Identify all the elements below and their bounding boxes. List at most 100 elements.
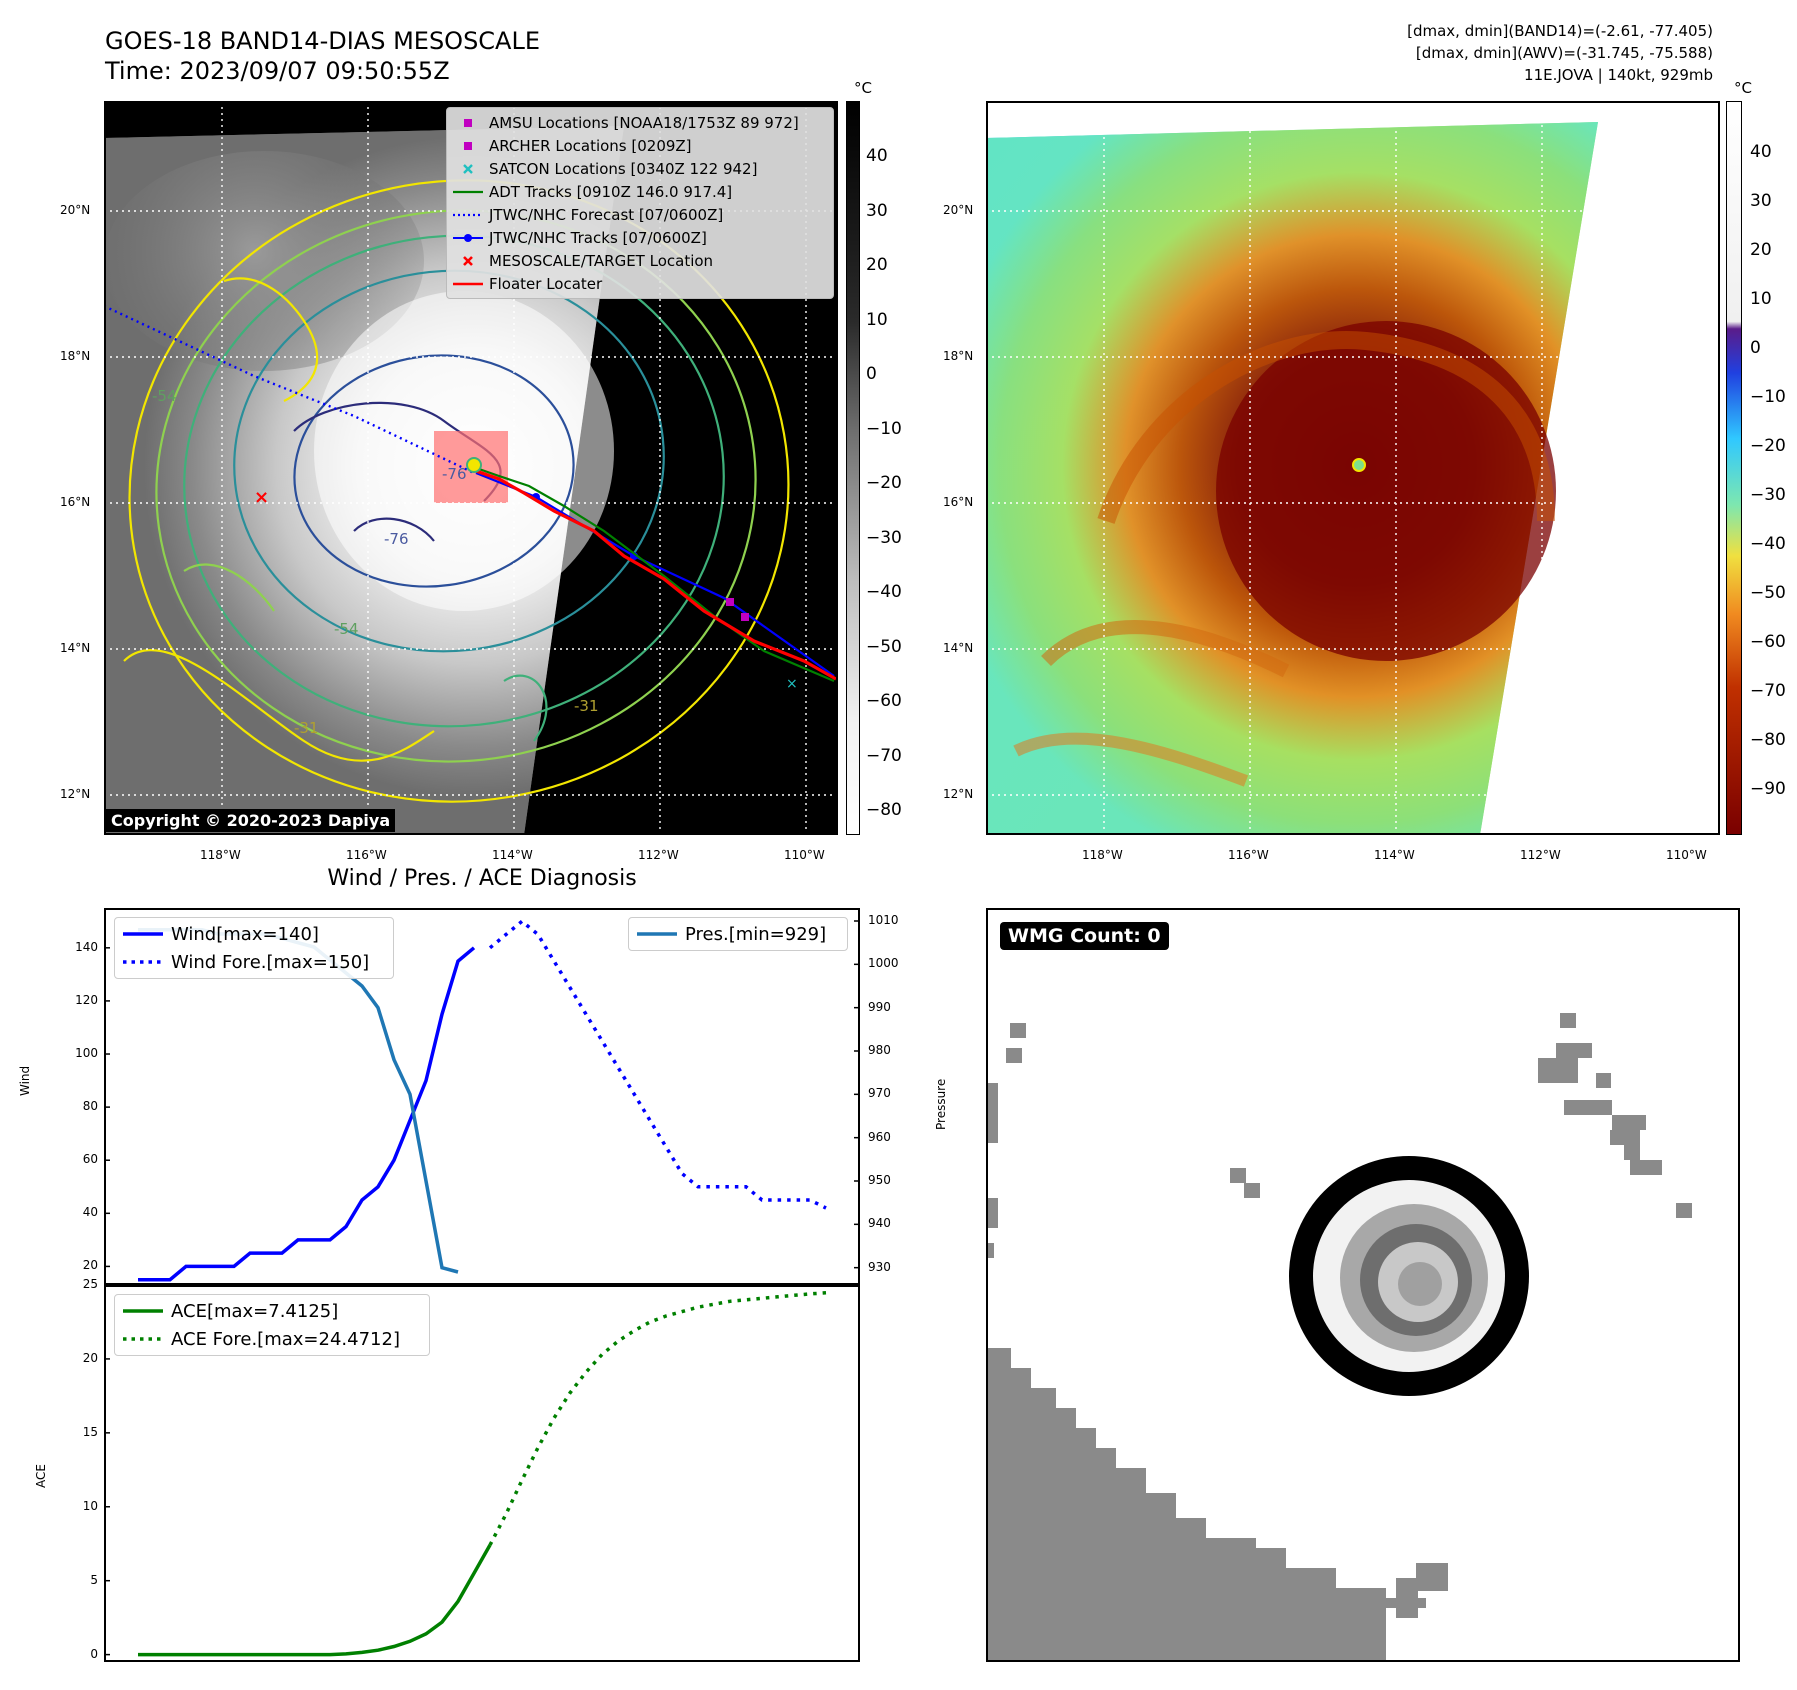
legend-item-pressure: Pres.[min=929]	[637, 923, 827, 945]
lat-tick: 12°N	[943, 787, 974, 801]
target-location-marker: ×	[254, 487, 269, 508]
legend-item-satcon: SATCON Locations [0340Z 122 942]	[447, 157, 833, 180]
pressure-axis-tick: 970	[868, 1086, 891, 1101]
band14-colorbar	[846, 101, 860, 835]
pressure-axis-label: Pressure	[934, 1078, 948, 1130]
wind-pressure-chart-frame	[104, 908, 860, 1285]
legend-item-tracks: JTWC/NHC Tracks [07/0600Z]	[447, 226, 833, 249]
copyright-label: Copyright © 2020-2023 Dapiya	[106, 809, 396, 832]
awv-map-image	[986, 101, 1720, 835]
wmg-panel: WMG Count: 0	[986, 908, 1740, 1662]
lon-tick: 114°W	[492, 848, 533, 862]
band14-colorbar-tick: 0	[866, 364, 877, 384]
pressure-axis-tick: 980	[868, 1043, 891, 1057]
lat-tick: 20°N	[943, 203, 974, 217]
ace-axis-tick: 5	[90, 1572, 98, 1587]
info-awv-range: [dmax, dmin](AWV)=(-31.745, -75.588)	[1415, 44, 1713, 62]
ace-axis-tick: 25	[82, 1277, 98, 1291]
awv-colorbar-tick: −80	[1750, 730, 1786, 750]
legend-item-ace: ACE[max=7.4125]	[123, 1300, 339, 1322]
ace-axis-tick: 0	[90, 1646, 98, 1661]
contour-label: -76	[384, 530, 409, 548]
contour-label: -54	[152, 387, 177, 405]
legend-item-target: MESOSCALE/TARGET Location	[447, 249, 833, 272]
wind-axis-tick: 120	[75, 992, 98, 1007]
band14-colorbar-tick: 30	[866, 201, 888, 221]
floater-locater-line	[475, 469, 837, 681]
lat-tick: 18°N	[60, 349, 91, 363]
lat-tick: 18°N	[943, 349, 974, 363]
pressure-axis-tick: 950	[868, 1173, 891, 1187]
band14-colorbar-tick: −10	[866, 419, 902, 439]
info-storm: 11E.JOVA | 140kt, 929mb	[1524, 66, 1713, 84]
band14-colorbar-tick: −20	[866, 473, 902, 493]
legend-item-archer: ARCHER Locations [0209Z]	[447, 134, 833, 157]
wind-axis-tick: 60	[82, 1152, 98, 1167]
awv-colorbar-unit: °C	[1734, 79, 1752, 97]
wind-series-line	[138, 946, 476, 1282]
pressure-legend: Pres.[min=929]	[628, 917, 848, 951]
pressure-axis-tick: 930	[868, 1259, 891, 1274]
satcon-marker: ×	[786, 676, 798, 692]
lon-tick: 114°W	[1374, 848, 1415, 862]
band14-colorbar-tick: −50	[866, 637, 902, 657]
wind-axis-label: Wind	[18, 1065, 32, 1096]
awv-colorbar-tick: −10	[1750, 387, 1786, 407]
contour-label: -76	[442, 465, 467, 483]
legend-item-ace-forecast: ACE Fore.[max=24.4712]	[123, 1328, 400, 1350]
wind-axis-tick: 140	[75, 939, 98, 954]
band14-colorbar-tick: −70	[866, 746, 902, 766]
awv-colorbar-tick: −20	[1750, 436, 1786, 456]
lat-tick: 12°N	[60, 787, 91, 801]
awv-eye	[1352, 458, 1366, 472]
contour-label: -54	[334, 620, 359, 638]
wind-axis-tick: 80	[82, 1099, 98, 1114]
wmg-frame	[986, 908, 1740, 1662]
figure-title: GOES-18 BAND14-DIAS MESOSCALE	[105, 27, 541, 55]
lat-tick: 16°N	[60, 495, 91, 509]
lon-tick: 118°W	[200, 848, 241, 862]
band14-map-panel: -76 -76 -54 -31 -31 -54 × × Copy	[104, 101, 838, 835]
awv-colorbar-tick: 40	[1750, 142, 1772, 162]
awv-colorbar	[1726, 101, 1742, 835]
ace-chart-frame	[104, 1285, 860, 1662]
lat-tick: 16°N	[943, 495, 974, 509]
band14-colorbar-tick: −60	[866, 691, 902, 711]
lat-tick: 14°N	[943, 641, 974, 655]
wind-forecast-series-line	[488, 919, 827, 1210]
awv-colorbar-tick: −40	[1750, 534, 1786, 554]
band14-colorbar-tick: 40	[866, 146, 888, 166]
wind-axis-tick: 40	[82, 1205, 98, 1220]
pressure-axis-tick: 940	[868, 1216, 891, 1231]
band14-map-frame	[104, 101, 838, 835]
wmg-image	[986, 1013, 1692, 1662]
awv-map-frame	[986, 101, 1720, 835]
ace-axis-label: ACE	[34, 1464, 48, 1488]
awv-colorbar-tick: −50	[1750, 583, 1786, 603]
pressure-axis-tick: 1010	[868, 913, 899, 927]
pressure-axis-tick: 1000	[868, 956, 899, 971]
band14-colorbar-tick: 20	[866, 255, 888, 275]
awv-colorbar-tick: −90	[1750, 779, 1786, 799]
contour-label: -31	[294, 719, 319, 737]
storm-eye	[466, 457, 482, 473]
adt-track-line	[478, 467, 835, 683]
contour-label: -31	[574, 697, 599, 715]
band14-colorbar-unit: °C	[854, 79, 872, 97]
lon-tick: 116°W	[1228, 848, 1269, 862]
ace-axis-tick: 15	[82, 1424, 98, 1439]
lon-tick: 112°W	[638, 848, 679, 862]
figure-time: Time: 2023/09/07 09:50:55Z	[105, 57, 450, 85]
awv-colorbar-tick: 10	[1750, 289, 1772, 309]
legend-item-amsu: AMSU Locations [NOAA18/1753Z 89 972]	[447, 111, 833, 134]
wind-legend: Wind[max=140] Wind Fore.[max=150]	[114, 917, 394, 979]
awv-colorbar-tick: 20	[1750, 240, 1772, 260]
amsu-marker	[726, 598, 734, 606]
info-band14-range: [dmax, dmin](BAND14)=(-2.61, -77.405)	[1407, 22, 1713, 40]
legend-item-wind: Wind[max=140]	[123, 923, 319, 945]
awv-colorbar-tick: −60	[1750, 632, 1786, 652]
lon-tick: 118°W	[1082, 848, 1123, 862]
map-legend: AMSU Locations [NOAA18/1753Z 89 972] ARC…	[446, 107, 834, 299]
ace-axis-tick: 10	[82, 1498, 98, 1513]
pressure-axis-tick: 990	[868, 999, 891, 1014]
